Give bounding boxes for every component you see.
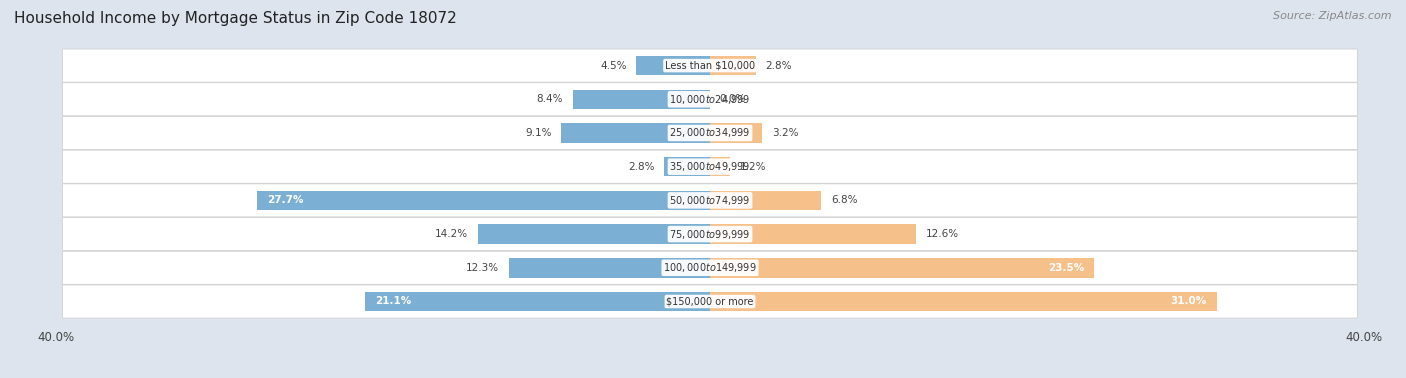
Text: $75,000 to $99,999: $75,000 to $99,999 [669, 228, 751, 240]
FancyBboxPatch shape [63, 184, 1357, 217]
Bar [478, 224, 710, 244]
FancyBboxPatch shape [63, 49, 1357, 82]
Text: $25,000 to $34,999: $25,000 to $34,999 [669, 127, 751, 139]
Text: 27.7%: 27.7% [267, 195, 304, 205]
Text: 6.8%: 6.8% [831, 195, 858, 205]
FancyBboxPatch shape [63, 116, 1357, 149]
Bar [561, 123, 710, 143]
Text: 0.0%: 0.0% [720, 94, 747, 104]
Text: 2.8%: 2.8% [628, 162, 654, 172]
Bar [710, 123, 762, 143]
Bar [710, 191, 821, 210]
Bar [710, 157, 730, 177]
Text: 12.3%: 12.3% [465, 263, 499, 273]
Text: 1.2%: 1.2% [740, 162, 766, 172]
Bar [710, 292, 1216, 311]
Text: 23.5%: 23.5% [1047, 263, 1084, 273]
FancyBboxPatch shape [63, 150, 1357, 183]
Bar [710, 258, 1094, 277]
Bar [664, 157, 710, 177]
Text: $10,000 to $24,999: $10,000 to $24,999 [669, 93, 751, 106]
Text: 2.8%: 2.8% [766, 60, 792, 71]
Text: 9.1%: 9.1% [524, 128, 551, 138]
Text: 14.2%: 14.2% [434, 229, 468, 239]
Bar [366, 292, 710, 311]
Text: $35,000 to $49,999: $35,000 to $49,999 [669, 160, 751, 173]
Text: $50,000 to $74,999: $50,000 to $74,999 [669, 194, 751, 207]
Text: Source: ZipAtlas.com: Source: ZipAtlas.com [1274, 11, 1392, 21]
FancyBboxPatch shape [63, 218, 1357, 251]
Bar [257, 191, 710, 210]
FancyBboxPatch shape [63, 285, 1357, 318]
Text: 21.1%: 21.1% [375, 296, 411, 307]
Bar [637, 56, 710, 75]
FancyBboxPatch shape [63, 83, 1357, 116]
Bar [710, 56, 756, 75]
Text: 3.2%: 3.2% [772, 128, 799, 138]
Text: 31.0%: 31.0% [1171, 296, 1206, 307]
Text: Less than $10,000: Less than $10,000 [665, 60, 755, 71]
Text: $100,000 to $149,999: $100,000 to $149,999 [664, 261, 756, 274]
Bar [572, 90, 710, 109]
Text: $150,000 or more: $150,000 or more [666, 296, 754, 307]
Bar [710, 224, 915, 244]
Bar [509, 258, 710, 277]
Text: 4.5%: 4.5% [600, 60, 627, 71]
Text: 8.4%: 8.4% [537, 94, 562, 104]
FancyBboxPatch shape [63, 251, 1357, 284]
Text: Household Income by Mortgage Status in Zip Code 18072: Household Income by Mortgage Status in Z… [14, 11, 457, 26]
Text: 12.6%: 12.6% [925, 229, 959, 239]
